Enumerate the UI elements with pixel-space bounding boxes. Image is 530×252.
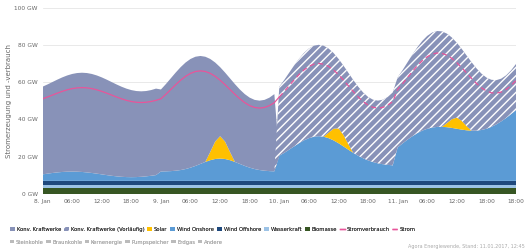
Text: Agora Energiewende, Stand: 11.01.2017, 12:45: Agora Energiewende, Stand: 11.01.2017, 1… xyxy=(408,244,525,249)
Y-axis label: Stromerzeugung und -verbrauch: Stromerzeugung und -verbrauch xyxy=(5,44,12,158)
Legend: Steinkohle, Braunkohle, Kernenergie, Pumpspeicher, Erdgas, Andere: Steinkohle, Braunkohle, Kernenergie, Pum… xyxy=(8,238,225,247)
Legend: Konv. Kraftwerke, Konv. Kraftwerke (Vorläufig), Solar, Wind Onshore, Wind Offsho: Konv. Kraftwerke, Konv. Kraftwerke (Vorl… xyxy=(8,225,417,234)
